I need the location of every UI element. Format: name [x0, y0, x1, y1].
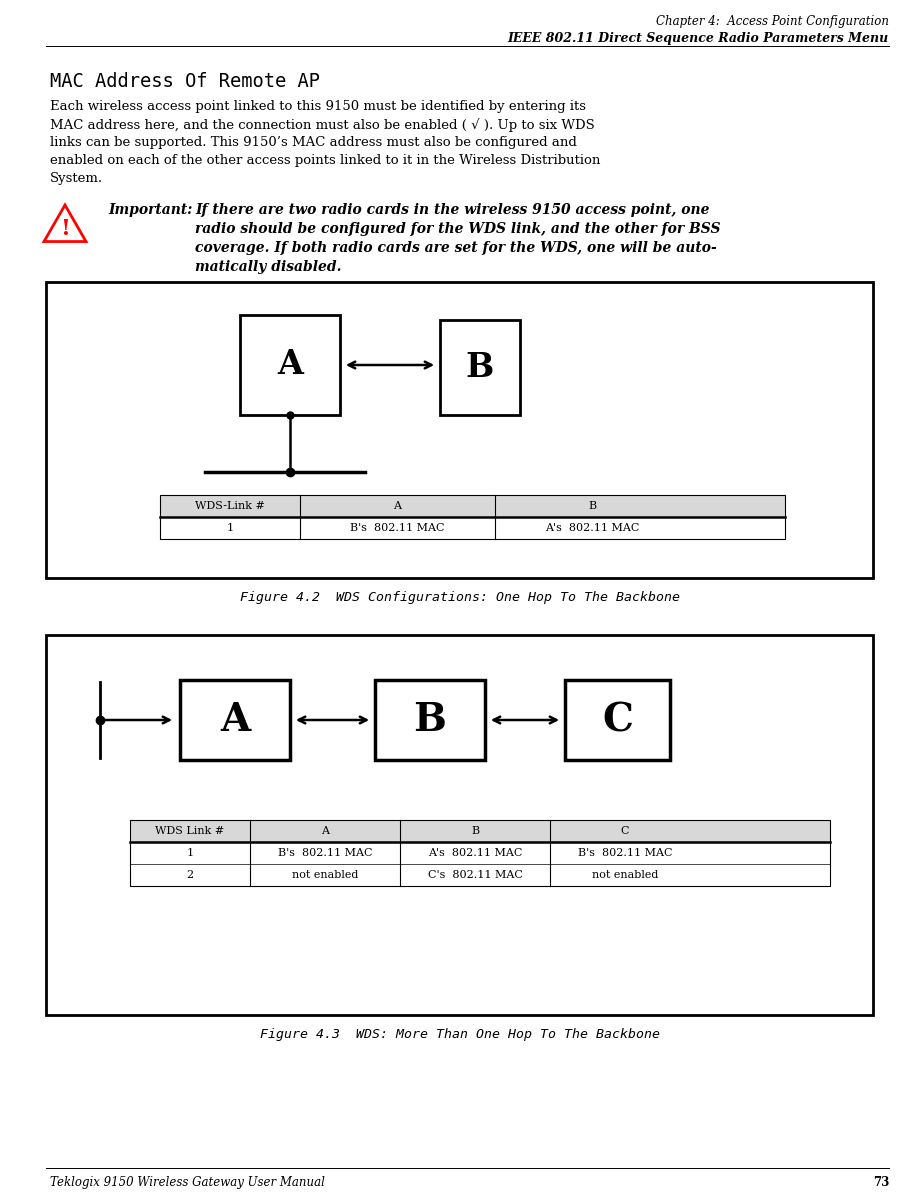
- Text: Each wireless access point linked to this 9150 must be identified by entering it: Each wireless access point linked to thi…: [50, 99, 586, 113]
- Text: Chapter 4:  Access Point Configuration: Chapter 4: Access Point Configuration: [656, 16, 889, 28]
- Text: 1: 1: [187, 848, 194, 858]
- Text: 2: 2: [187, 870, 194, 881]
- Text: B's  802.11 MAC: B's 802.11 MAC: [278, 848, 372, 858]
- Text: B: B: [471, 825, 479, 836]
- Bar: [565, 680, 670, 760]
- Text: A's  802.11 MAC: A's 802.11 MAC: [545, 524, 640, 533]
- Text: coverage. If both radio cards are set for the WDS, one will be auto-: coverage. If both radio cards are set fo…: [195, 241, 717, 255]
- Text: B: B: [466, 351, 494, 385]
- Bar: [46, 282, 873, 577]
- Text: A: A: [220, 701, 250, 739]
- Text: A: A: [321, 825, 329, 836]
- Text: B's  802.11 MAC: B's 802.11 MAC: [350, 524, 445, 533]
- Text: MAC Address Of Remote AP: MAC Address Of Remote AP: [50, 72, 320, 91]
- Text: Figure 4.3  WDS: More Than One Hop To The Backbone: Figure 4.3 WDS: More Than One Hop To The…: [259, 1028, 660, 1041]
- Text: C: C: [620, 825, 630, 836]
- Text: MAC address here, and the connection must also be enabled ( √ ). Up to six WDS: MAC address here, and the connection mus…: [50, 117, 595, 132]
- Text: A's  802.11 MAC: A's 802.11 MAC: [428, 848, 522, 858]
- Text: not enabled: not enabled: [592, 870, 658, 881]
- Text: 1: 1: [226, 524, 233, 533]
- Bar: [160, 495, 785, 539]
- Text: C: C: [602, 701, 633, 739]
- Text: B: B: [414, 701, 447, 739]
- Bar: [240, 315, 340, 415]
- Text: enabled on each of the other access points linked to it in the Wireless Distribu: enabled on each of the other access poin…: [50, 155, 600, 167]
- Bar: [130, 819, 830, 842]
- Text: Figure 4.2  WDS Configurations: One Hop To The Backbone: Figure 4.2 WDS Configurations: One Hop T…: [240, 591, 679, 604]
- Text: B: B: [588, 501, 596, 512]
- Text: WDS-Link #: WDS-Link #: [195, 501, 265, 512]
- Text: If there are two radio cards in the wireless 9150 access point, one: If there are two radio cards in the wire…: [195, 202, 709, 217]
- Text: !: !: [60, 218, 70, 240]
- Text: Teklogix 9150 Wireless Gateway User Manual: Teklogix 9150 Wireless Gateway User Manu…: [50, 1176, 325, 1188]
- Text: links can be supported. This 9150’s MAC address must also be configured and: links can be supported. This 9150’s MAC …: [50, 137, 577, 149]
- Text: matically disabled.: matically disabled.: [195, 260, 342, 274]
- Text: B's  802.11 MAC: B's 802.11 MAC: [578, 848, 673, 858]
- Text: WDS Link #: WDS Link #: [155, 825, 224, 836]
- Text: IEEE 802.11 Direct Sequence Radio Parameters Menu: IEEE 802.11 Direct Sequence Radio Parame…: [508, 32, 889, 46]
- Bar: [160, 495, 785, 518]
- Text: radio should be configured for the WDS link, and the other for BSS: radio should be configured for the WDS l…: [195, 222, 720, 236]
- Text: 73: 73: [873, 1176, 889, 1188]
- Text: A: A: [277, 349, 303, 381]
- Polygon shape: [44, 205, 86, 242]
- Text: A: A: [393, 501, 402, 512]
- Bar: [440, 320, 520, 415]
- Text: System.: System.: [50, 173, 103, 184]
- Bar: [46, 635, 873, 1015]
- Bar: [130, 819, 830, 887]
- Bar: [375, 680, 485, 760]
- Text: not enabled: not enabled: [292, 870, 358, 881]
- Text: C's  802.11 MAC: C's 802.11 MAC: [427, 870, 522, 881]
- Text: Important:: Important:: [108, 202, 192, 217]
- Bar: [180, 680, 290, 760]
